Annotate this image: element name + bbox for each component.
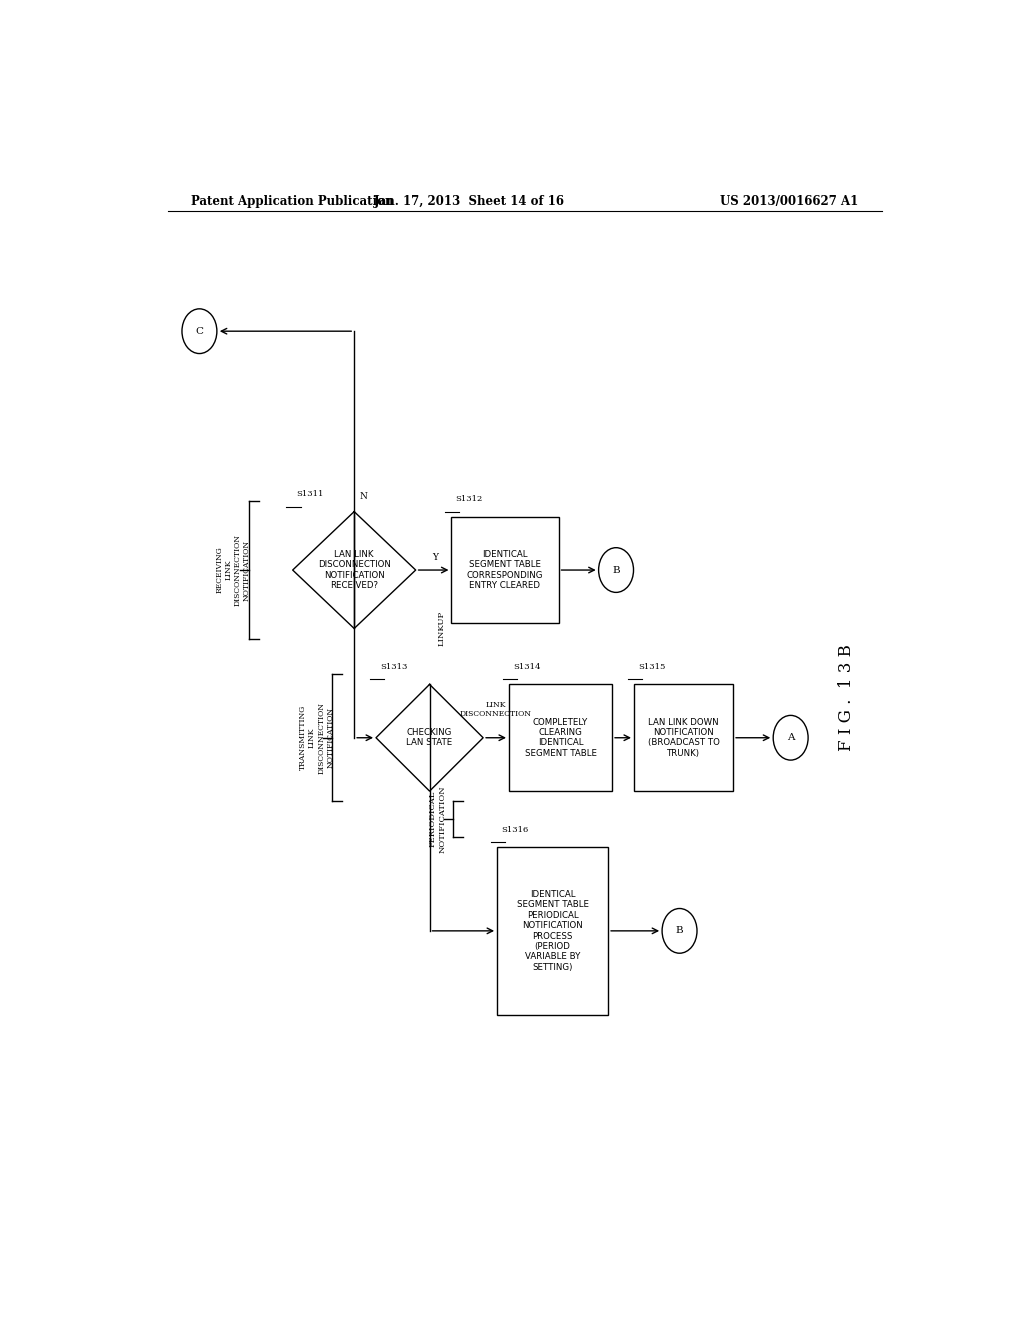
Text: COMPLETELY
CLEARING
IDENTICAL
SEGMENT TABLE: COMPLETELY CLEARING IDENTICAL SEGMENT TA…: [524, 718, 597, 758]
Text: RECEIVING
LINK
DISCONNECTION
NOTIFICATION: RECEIVING LINK DISCONNECTION NOTIFICATIO…: [215, 535, 251, 606]
Circle shape: [663, 908, 697, 953]
Text: S1315: S1315: [638, 663, 666, 671]
Text: IDENTICAL
SEGMENT TABLE
CORRESPONDING
ENTRY CLEARED: IDENTICAL SEGMENT TABLE CORRESPONDING EN…: [467, 550, 543, 590]
Text: Y: Y: [432, 553, 438, 562]
Bar: [497, 847, 608, 1015]
Text: S1312: S1312: [456, 495, 482, 503]
Text: IDENTICAL
SEGMENT TABLE
PERIODICAL
NOTIFICATION
PROCESS
(PERIOD
VARIABLE BY
SETT: IDENTICAL SEGMENT TABLE PERIODICAL NOTIF…: [516, 890, 589, 972]
Bar: [509, 684, 612, 791]
Polygon shape: [293, 512, 416, 628]
Text: LINK
DISCONNECTION: LINK DISCONNECTION: [460, 701, 532, 718]
Text: F I G .  1 3 B: F I G . 1 3 B: [838, 644, 855, 751]
Text: C: C: [196, 326, 204, 335]
Text: Jan. 17, 2013  Sheet 14 of 16: Jan. 17, 2013 Sheet 14 of 16: [374, 194, 565, 207]
Text: LAN LINK DOWN
NOTIFICATION
(BROADCAST TO
TRUNK): LAN LINK DOWN NOTIFICATION (BROADCAST TO…: [647, 718, 720, 758]
Text: S1313: S1313: [380, 663, 408, 671]
Text: LINKUP: LINKUP: [437, 611, 445, 645]
Text: B: B: [612, 565, 620, 574]
Circle shape: [773, 715, 808, 760]
Text: N: N: [359, 492, 368, 500]
Text: S1311: S1311: [297, 491, 324, 499]
Polygon shape: [376, 684, 483, 791]
Text: US 2013/0016627 A1: US 2013/0016627 A1: [720, 194, 858, 207]
Bar: [634, 684, 733, 791]
Circle shape: [182, 309, 217, 354]
Text: CHECKING
LAN STATE: CHECKING LAN STATE: [407, 729, 453, 747]
Text: A: A: [786, 733, 795, 742]
Text: S1316: S1316: [501, 826, 528, 834]
Text: TRANSMITTING
LINK
DISCONNECTION
NOTIFICATION: TRANSMITTING LINK DISCONNECTION NOTIFICA…: [299, 702, 334, 774]
Text: Patent Application Publication: Patent Application Publication: [191, 194, 394, 207]
Text: PERIODICAL
NOTIFICATION: PERIODICAL NOTIFICATION: [429, 785, 446, 853]
Text: LAN LINK
DISCONNECTION
NOTIFICATION
RECEIVED?: LAN LINK DISCONNECTION NOTIFICATION RECE…: [317, 550, 390, 590]
Bar: [452, 516, 558, 623]
Text: S1314: S1314: [513, 663, 541, 671]
Circle shape: [599, 548, 634, 593]
Text: B: B: [676, 927, 683, 936]
